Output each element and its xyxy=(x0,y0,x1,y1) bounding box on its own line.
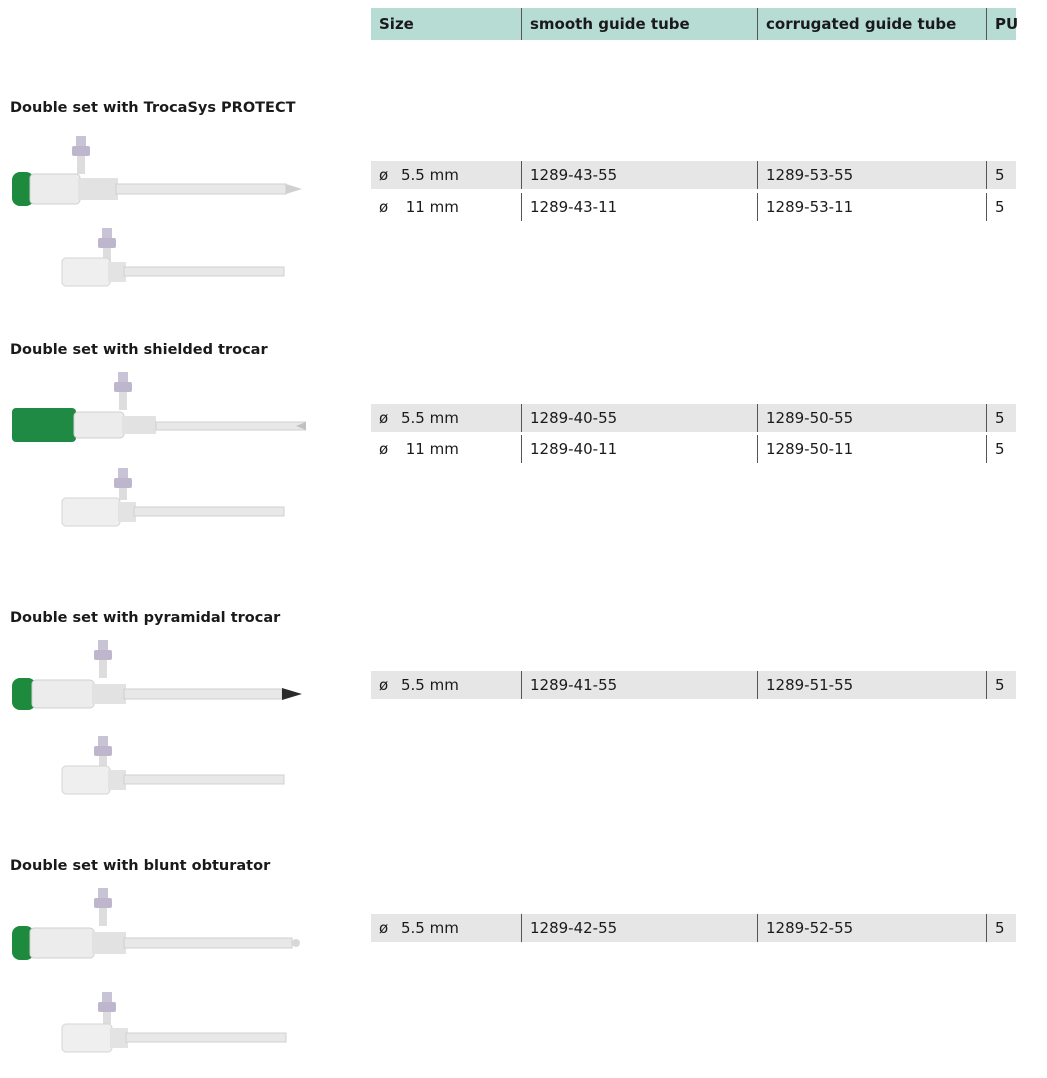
size-value: 5.5 mm xyxy=(401,409,459,427)
section-title: Double set with TrocaSys PROTECT xyxy=(10,100,296,116)
section-title: Double set with blunt obturator xyxy=(10,858,271,874)
size-value: 11 mm xyxy=(401,198,459,216)
pu-value: 5 xyxy=(986,671,1016,699)
size-value: 5.5 mm xyxy=(401,919,459,937)
section-title: Double set with shielded trocar xyxy=(10,342,268,358)
table-header: Size smooth guide tube corrugated guide … xyxy=(371,8,1018,40)
size-value: 5.5 mm xyxy=(401,166,459,184)
table-row: ø 5.5 mm 1289-42-55 1289-52-55 5 xyxy=(371,914,1016,942)
size-value: 5.5 mm xyxy=(401,676,459,694)
corrugated-article-number: 1289-51-55 xyxy=(757,671,986,699)
diameter-symbol: ø xyxy=(379,166,389,184)
table-row: ø 5.5 mm 1289-43-55 1289-53-55 5 xyxy=(371,161,1016,189)
section-title: Double set with pyramidal trocar xyxy=(10,610,281,626)
table-row: ø 11 mm 1289-43-11 1289-53-11 5 xyxy=(371,193,1016,221)
trocar-product-image xyxy=(6,636,306,806)
corrugated-article-number: 1289-50-11 xyxy=(757,435,986,463)
pu-value: 5 xyxy=(986,404,1016,432)
trocar-product-image xyxy=(6,884,306,1078)
pu-value: 5 xyxy=(986,193,1016,221)
smooth-article-number: 1289-41-55 xyxy=(521,671,757,699)
corrugated-article-number: 1289-53-11 xyxy=(757,193,986,221)
smooth-article-number: 1289-43-11 xyxy=(521,193,757,221)
smooth-article-number: 1289-40-11 xyxy=(521,435,757,463)
pu-value: 5 xyxy=(986,161,1016,189)
corrugated-article-number: 1289-53-55 xyxy=(757,161,986,189)
smooth-article-number: 1289-43-55 xyxy=(521,161,757,189)
header-size: Size xyxy=(379,15,414,33)
smooth-article-number: 1289-40-55 xyxy=(521,404,757,432)
pu-value: 5 xyxy=(986,435,1016,463)
table-row: ø 11 mm 1289-40-11 1289-50-11 5 xyxy=(371,435,1016,463)
trocar-product-image xyxy=(6,132,306,302)
header-smooth-guide-tube: smooth guide tube xyxy=(521,8,757,40)
size-value: 11 mm xyxy=(401,440,459,458)
smooth-article-number: 1289-42-55 xyxy=(521,914,757,942)
pu-value: 5 xyxy=(986,914,1016,942)
corrugated-article-number: 1289-52-55 xyxy=(757,914,986,942)
header-corrugated-guide-tube: corrugated guide tube xyxy=(757,8,986,40)
diameter-symbol: ø xyxy=(379,919,389,937)
diameter-symbol: ø xyxy=(379,409,389,427)
diameter-symbol: ø xyxy=(379,198,389,216)
diameter-symbol: ø xyxy=(379,440,389,458)
header-pu: PU xyxy=(986,8,1018,40)
table-row: ø 5.5 mm 1289-40-55 1289-50-55 5 xyxy=(371,404,1016,432)
corrugated-article-number: 1289-50-55 xyxy=(757,404,986,432)
trocar-product-image xyxy=(6,368,307,538)
diameter-symbol: ø xyxy=(379,676,389,694)
table-row: ø 5.5 mm 1289-41-55 1289-51-55 5 xyxy=(371,671,1016,699)
